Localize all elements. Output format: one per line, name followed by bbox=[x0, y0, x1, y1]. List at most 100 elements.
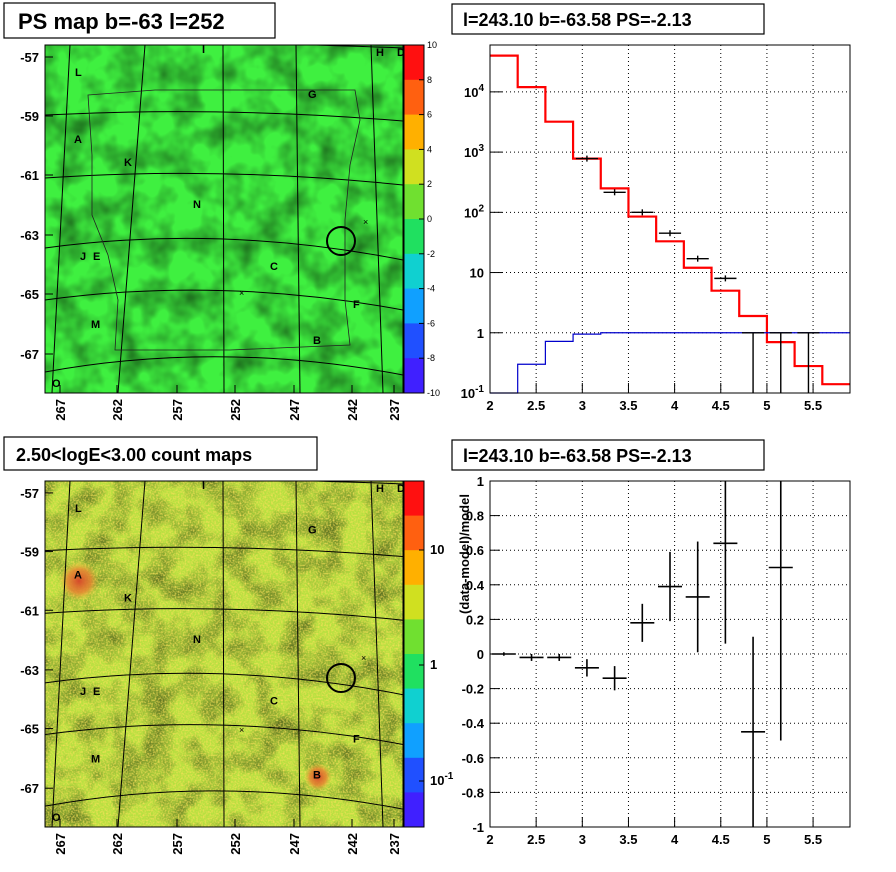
count-map-coordinate-grid bbox=[45, 481, 403, 827]
colorbar-tick-label-base: 1 bbox=[430, 657, 437, 672]
y-tick-label: -67 bbox=[20, 347, 39, 362]
x-tick-label: 242 bbox=[345, 399, 360, 421]
parallel-line bbox=[45, 672, 403, 696]
y-axis-ticks: -57 -59 -61 -63 -65 -67 bbox=[20, 50, 53, 362]
parallel-line bbox=[45, 724, 403, 745]
y-tick-label: -63 bbox=[20, 228, 39, 243]
x-tick-label: 242 bbox=[345, 833, 360, 855]
parallel-line bbox=[45, 608, 403, 621]
colorbar-cell bbox=[404, 567, 424, 586]
residual-title: l=243.10 b=-63.58 PS=-2.13 bbox=[463, 446, 692, 466]
colorbar-cell bbox=[404, 792, 424, 811]
source-label: E bbox=[93, 251, 100, 263]
parallel-line bbox=[294, 481, 403, 485]
x-tick-label: 267 bbox=[53, 399, 68, 421]
colorbar-tick-label: -4 bbox=[427, 284, 435, 294]
x-axis-ticks: 267 262 257 252 247 242 237 bbox=[53, 385, 402, 421]
x-tick-label: 2 bbox=[486, 398, 493, 413]
x-tick-label: 2.5 bbox=[527, 398, 545, 413]
colorbar-tick-label: -2 bbox=[427, 249, 435, 259]
spectrum-series bbox=[490, 54, 850, 394]
target-circle bbox=[326, 226, 356, 256]
x-tick-label: 5 bbox=[763, 832, 770, 847]
y-tick-label: -67 bbox=[20, 781, 39, 796]
source-b-hotspot bbox=[304, 763, 332, 791]
ps-map-panel: × × L I H D G A K N J E C F M B O 10 8 6 4 2 0 -2 -4 -6 -8 -10 2… bbox=[20, 40, 440, 421]
colorbar-tick-label: 10 bbox=[427, 40, 437, 50]
x-tick-label: 5.5 bbox=[804, 832, 822, 847]
colorbar-cell bbox=[404, 636, 424, 655]
y-tick-label: -0.8 bbox=[462, 785, 484, 800]
y-tick-label: -63 bbox=[20, 663, 39, 678]
x-tick-label: 2.5 bbox=[527, 832, 545, 847]
source-label: I bbox=[202, 44, 205, 56]
y-tick-label-exponent: 3 bbox=[478, 143, 484, 154]
y-tick-label-base: 1 bbox=[477, 326, 484, 341]
x-tick-label: 4.5 bbox=[712, 832, 730, 847]
colorbar-tick-label-base: 10 bbox=[430, 773, 444, 788]
ps-map-coordinate-grid bbox=[45, 45, 403, 393]
colorbar-cell bbox=[404, 532, 424, 551]
colorbar-tick-label: 0 bbox=[427, 214, 432, 224]
background-step-line bbox=[490, 332, 850, 394]
cross-marker: × bbox=[239, 288, 244, 298]
y-tick-label: -61 bbox=[20, 168, 39, 183]
y-tick-label: 0.8 bbox=[466, 509, 484, 524]
x-tick-label: 237 bbox=[387, 399, 402, 421]
colorbar-cell bbox=[404, 619, 424, 638]
colorbar-cell bbox=[404, 705, 424, 724]
x-tick-label: 3 bbox=[579, 398, 586, 413]
colorbar-cell bbox=[404, 688, 424, 707]
source-label: D bbox=[397, 47, 405, 59]
cross-marker: × bbox=[363, 217, 368, 227]
y-tick-label: -65 bbox=[20, 287, 39, 302]
spectrum-frame bbox=[489, 44, 851, 394]
y-tick-label: 1 bbox=[477, 474, 484, 489]
title-box-tl: PS map b=-63 l=252 bbox=[3, 2, 276, 39]
colorbar-cell bbox=[404, 97, 424, 116]
colorbar-cell bbox=[404, 602, 424, 620]
source-label: E bbox=[93, 686, 100, 698]
residual-series bbox=[491, 481, 793, 827]
ps-map-title: PS map b=-63 l=252 bbox=[18, 9, 225, 34]
y-axis-ticks: -57 -59 -61 -63 -65 -67 bbox=[20, 486, 53, 796]
source-label: A bbox=[74, 134, 82, 146]
y-tick-label: -57 bbox=[20, 50, 39, 65]
title-box-bl: 2.50<logE<3.00 count maps bbox=[3, 436, 318, 471]
y-tick-label-base: 10 bbox=[470, 266, 484, 281]
colorbar-tick-label: 1 bbox=[430, 657, 437, 672]
y-tick-label-base: 10 bbox=[464, 85, 478, 100]
meridian-line bbox=[51, 45, 71, 393]
y-tick-label-base: 10 bbox=[464, 145, 478, 160]
x-tick-label: 262 bbox=[110, 399, 125, 421]
x-tick-label: 3.5 bbox=[619, 832, 637, 847]
y-tick-label: 0.4 bbox=[466, 578, 485, 593]
source-label: M bbox=[91, 753, 100, 765]
x-tick-label: 257 bbox=[170, 399, 185, 421]
colorbar-tick-label: 10 bbox=[430, 542, 444, 557]
y-tick-label-exponent: 4 bbox=[478, 83, 484, 94]
y-tick-label: 103 bbox=[464, 143, 484, 160]
source-label: L bbox=[75, 503, 82, 515]
colorbar-cell bbox=[404, 253, 424, 272]
colorbar-cell bbox=[404, 809, 424, 828]
parallel-line bbox=[45, 790, 403, 810]
residual-grid bbox=[490, 480, 850, 828]
x-tick-label: 3.5 bbox=[619, 398, 637, 413]
y-tick-label: 102 bbox=[464, 203, 484, 220]
cross-marker: × bbox=[239, 725, 244, 735]
source-label: O bbox=[52, 812, 61, 824]
colorbar-cell bbox=[404, 132, 424, 150]
colorbar-cell bbox=[404, 219, 424, 237]
y-tick-label: -0.2 bbox=[462, 682, 484, 697]
title-box-br: l=243.10 b=-63.58 PS=-2.13 bbox=[451, 439, 765, 471]
x-tick-label: 4.5 bbox=[712, 398, 730, 413]
colorbar-frame bbox=[403, 480, 425, 828]
cross-marker: × bbox=[361, 653, 366, 663]
parallel-line bbox=[45, 172, 403, 186]
y-tick-label: -57 bbox=[20, 486, 39, 501]
colorbar-cell bbox=[404, 236, 424, 255]
